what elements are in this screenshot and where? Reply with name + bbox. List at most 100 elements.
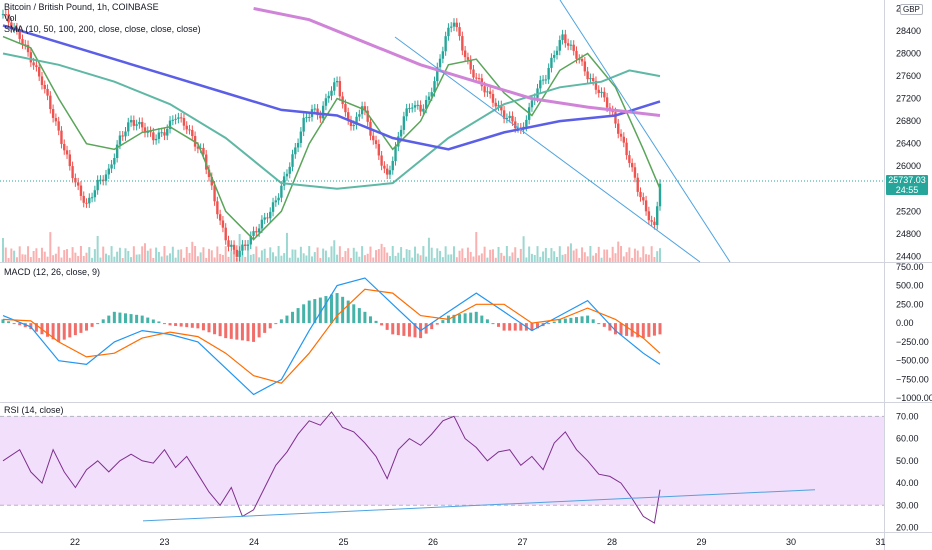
candle-body [313, 108, 316, 110]
macd-histogram-bar [296, 308, 300, 324]
currency-badge[interactable]: GBP [900, 4, 923, 15]
candle-body [26, 44, 30, 53]
volume-bar [478, 255, 481, 262]
candle-body [182, 118, 186, 126]
volume-bar [514, 247, 517, 262]
candle-body [419, 104, 422, 112]
candle-body [558, 40, 561, 51]
volume-bar [118, 247, 121, 262]
macd-histogram-bar [368, 316, 372, 324]
candle-body [411, 107, 414, 109]
volume-bar [143, 243, 146, 262]
candle-body [32, 62, 35, 66]
volume-bar [639, 257, 642, 262]
candle-body [174, 118, 177, 120]
volume-bar [472, 256, 475, 262]
volume-bar [322, 248, 325, 262]
sma-line [2, 24, 661, 151]
macd-histogram-bar [257, 323, 261, 338]
macd-histogram-bar [591, 319, 595, 324]
macd-histogram-bar [424, 323, 428, 334]
volume-bar [603, 249, 606, 262]
volume-bar [388, 256, 391, 262]
volume-bar [96, 236, 99, 262]
y-tick-label: −500.00 [896, 356, 929, 366]
candle-body [257, 228, 261, 233]
volume-bar [280, 255, 283, 262]
volume-bar [255, 246, 258, 262]
volume-bar [216, 246, 219, 262]
volume-bar [230, 251, 233, 262]
candle-body [633, 167, 637, 178]
candle-body [330, 90, 333, 96]
volume-bar [386, 252, 389, 262]
volume-bar [441, 257, 444, 262]
volume-bar [316, 247, 319, 262]
volume-bar [169, 253, 172, 262]
candle-body [232, 244, 236, 250]
candle-body [294, 147, 297, 155]
candle-body [255, 231, 258, 233]
volume-bar [319, 257, 322, 262]
candle-body [269, 211, 272, 219]
macd-histogram-bar [630, 323, 634, 337]
macd-histogram-bar [68, 323, 72, 338]
candle-body [99, 179, 102, 181]
candle-body [413, 105, 417, 108]
macd-histogram-bar [218, 323, 222, 337]
candle-body [455, 22, 458, 28]
macd-histogram-bar [107, 315, 111, 324]
sma-label: SMA (10, 50, 100, 200, close, close, clo… [4, 24, 201, 34]
volume-bar [633, 248, 636, 262]
candle-body [422, 108, 425, 112]
candle-body [227, 240, 230, 247]
volume-bar [272, 252, 275, 262]
macd-histogram-bar [363, 311, 367, 324]
macd-histogram-bar [574, 317, 578, 324]
candle-body [177, 117, 180, 119]
volume-bar [155, 247, 158, 262]
macd-histogram-bar [291, 311, 295, 324]
volume-bar [49, 232, 52, 262]
candle-body [21, 38, 24, 45]
volume-bar [40, 247, 43, 262]
volume-bar [77, 256, 80, 262]
volume-bar [352, 247, 355, 262]
y-tick-label: 20.00 [896, 523, 919, 533]
candle-body [280, 185, 283, 198]
volume-bar [127, 250, 130, 262]
macd-histogram-bar [552, 321, 556, 324]
volume-bar [377, 249, 380, 262]
macd-histogram-bar [619, 323, 623, 336]
candle-body [372, 135, 375, 141]
x-tick-label: 23 [159, 537, 169, 547]
candle-body [51, 109, 55, 118]
volume-bar [349, 257, 352, 262]
channel-trendline [559, 0, 731, 263]
volume-bar [277, 246, 280, 262]
volume-bar [589, 246, 592, 262]
candle-body [302, 117, 305, 132]
candle-body [580, 59, 584, 62]
volume-bar [503, 255, 506, 262]
volume-bar [361, 246, 364, 262]
y-tick-label: 25200 [896, 206, 921, 216]
volume-bar [149, 248, 152, 262]
candle-body [202, 147, 205, 155]
candle-body [35, 65, 38, 68]
volume-bar [15, 257, 18, 262]
macd-histogram-bar [274, 323, 278, 325]
candle-body [274, 200, 278, 203]
volume-bar [544, 247, 547, 262]
volume-bar [600, 257, 603, 262]
y-tick-label: 26000 [896, 161, 921, 171]
rsi-line [2, 411, 661, 524]
y-tick-label: 60.00 [896, 434, 919, 444]
macd-histogram-bar [402, 323, 406, 336]
x-tick-label: 30 [786, 537, 796, 547]
macd-histogram-bar [652, 323, 656, 336]
volume-bar [383, 247, 386, 262]
candle-body [179, 117, 183, 119]
candle-body [594, 80, 598, 90]
